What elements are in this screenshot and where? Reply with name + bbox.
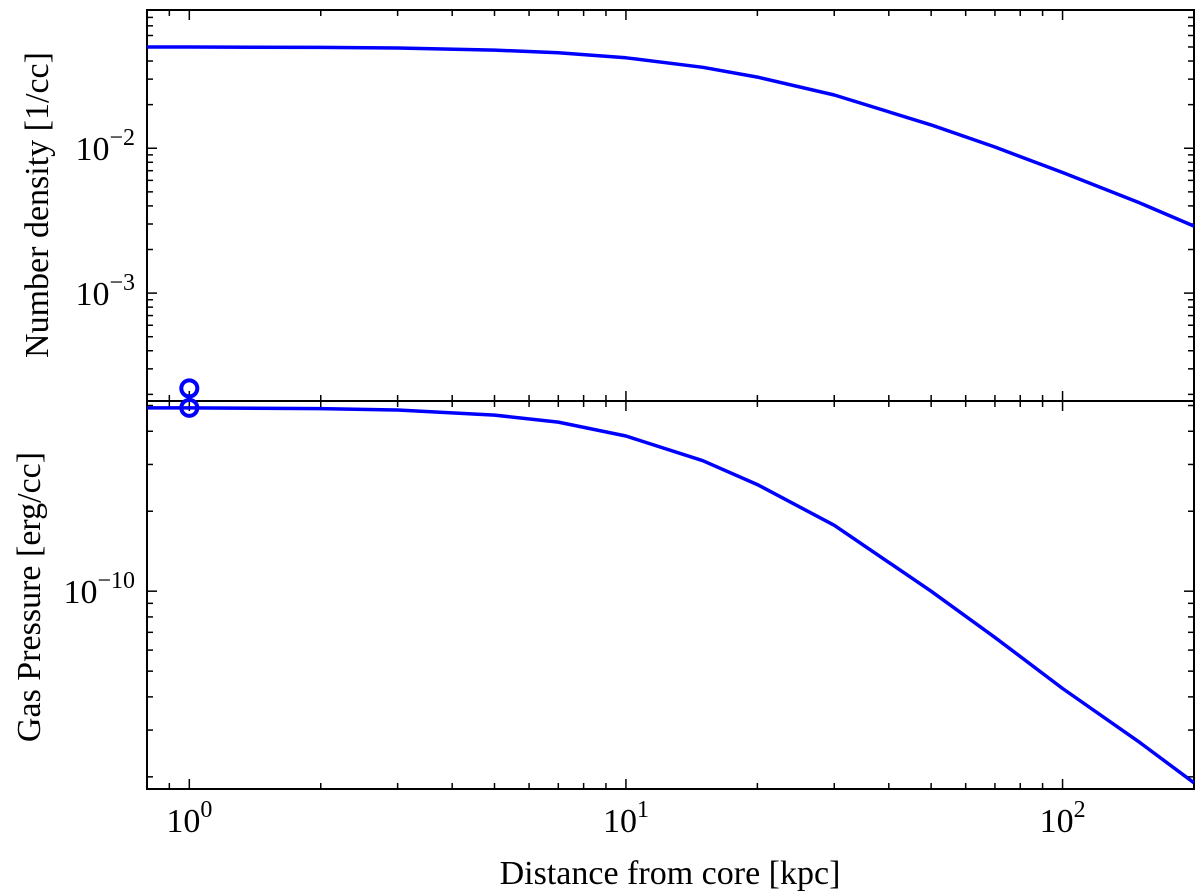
x-axis-label: Distance from core [kpc]: [500, 855, 841, 892]
bottom-x-tick-label-base: 10: [1040, 803, 1074, 840]
top-major-ticks: [147, 10, 1194, 401]
bottom-plot-content: [147, 397, 1196, 785]
bottom-x-tick-label: 101: [603, 797, 649, 840]
top-y-tick-label-exp: −3: [109, 270, 135, 296]
top-series-line: [147, 45, 1195, 228]
bottom-x-tick-label-exp: 1: [637, 797, 649, 823]
top-minor-ticks: [146, 9, 1195, 401]
bottom-y-axis-label: Gas Pressure [erg/cc]: [11, 452, 48, 742]
top-y-tick-label-base: 10: [75, 276, 109, 313]
top-y-tick-label-exp: −2: [109, 125, 135, 151]
bottom-x-tick-label: 102: [1040, 797, 1086, 840]
bottom-major-ticks: [147, 401, 1194, 789]
bottom-y-tick-label: 10−10: [63, 568, 135, 611]
bottom-x-tick-label-base: 10: [603, 803, 637, 840]
top-plot-content: [147, 45, 1195, 399]
bottom-marker-point: [179, 397, 200, 418]
top-y-tick-label: 10−3: [75, 270, 135, 313]
bottom-y-tick-labels: 10−10: [63, 568, 135, 611]
top-y-tick-label: 10−2: [75, 125, 135, 168]
top-marker-point: [179, 378, 200, 399]
bottom-series-line: [147, 406, 1196, 785]
bottom-x-tick-label-exp: 0: [200, 797, 212, 823]
bottom-panel-frame: [146, 400, 1195, 790]
bottom-x-tick-label: 100: [166, 797, 212, 840]
top-y-axis-label: Number density [1/cc]: [19, 52, 56, 358]
bottom-minor-ticks: [146, 401, 1195, 789]
bottom-panel: 10−10 100 101 102 Gas Pressure [erg/cc] Di…: [11, 397, 1196, 892]
top-y-tick-label-base: 10: [75, 131, 109, 168]
bottom-x-tick-label-exp: 2: [1074, 797, 1086, 823]
top-panel: 10−210−3 Number density [1/cc]: [19, 9, 1195, 402]
bottom-x-tick-labels: 100 101 102: [166, 797, 1085, 840]
top-y-tick-labels: 10−210−3: [75, 125, 135, 313]
bottom-x-tick-label-base: 10: [166, 803, 200, 840]
bottom-y-tick-label-exp: −10: [97, 568, 135, 594]
bottom-y-tick-label-base: 10: [63, 574, 97, 611]
top-panel-frame: [146, 9, 1195, 402]
